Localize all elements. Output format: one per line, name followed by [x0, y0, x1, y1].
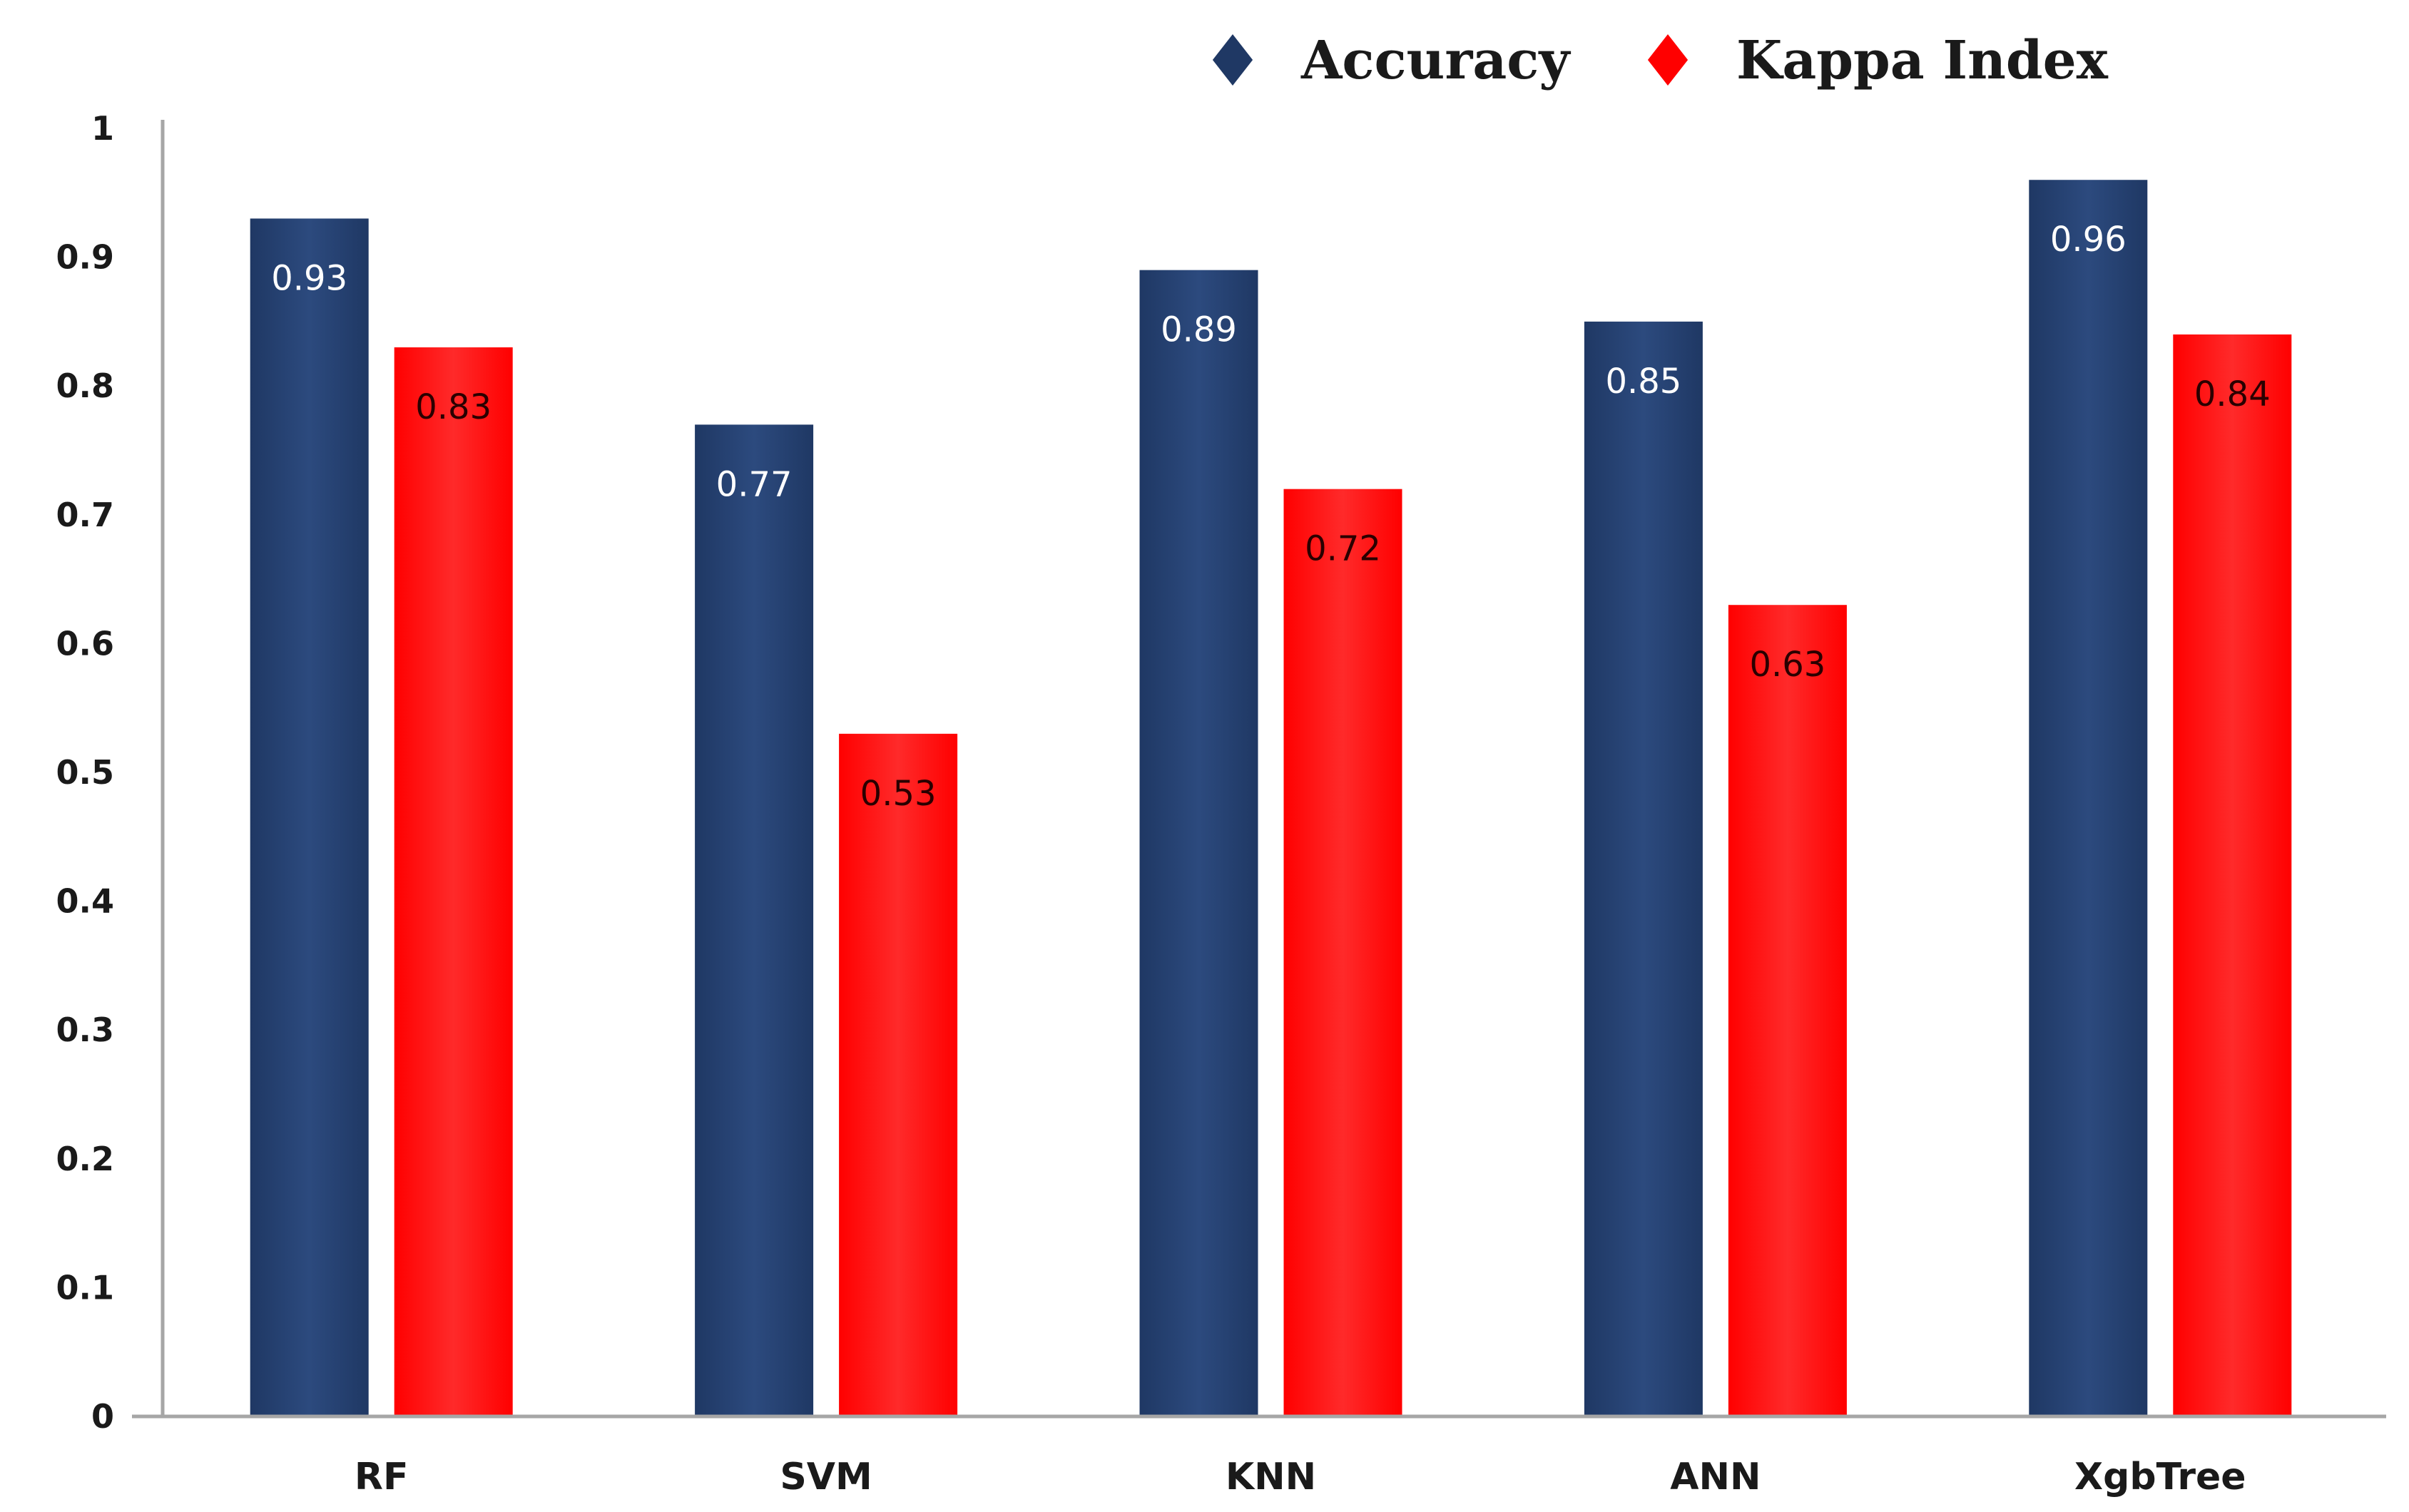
- y-axis-ticks: 0 0.1 0.2 0.3 0.4 0.5 0.6 0.7 0.8 0.9 1: [56, 109, 115, 1436]
- bar-kappa-index-rf: [394, 347, 513, 1416]
- data-label: 0.93: [271, 258, 347, 298]
- data-label: 0.84: [2194, 374, 2271, 414]
- legend-label: Accuracy: [1300, 30, 1571, 91]
- x-tick-label: KNN: [1226, 1456, 1316, 1498]
- bar-group: 0.93 0.83 0.77 0.53 0.89 0.72 0.85 0.63 0.96 0.84: [250, 180, 2292, 1417]
- data-label: 0.96: [2050, 220, 2127, 260]
- y-tick-label: 0.6: [56, 624, 115, 663]
- data-label: 0.77: [716, 464, 793, 504]
- data-label: 0.63: [1749, 645, 1825, 685]
- bar-accuracy-rf: [250, 218, 369, 1416]
- y-tick-label: 0.9: [56, 238, 115, 277]
- axes: [132, 120, 2386, 1419]
- legend-diamond-icon: [1647, 34, 1689, 86]
- data-label: 0.72: [1305, 529, 1381, 569]
- bar-kappa-index-xgbtree: [2173, 334, 2292, 1417]
- y-tick-label: 1: [91, 109, 114, 148]
- x-tick-label: XgbTree: [2074, 1456, 2246, 1498]
- legend-diamond-icon: [1212, 34, 1253, 86]
- bar-accuracy-knn: [1139, 270, 1258, 1416]
- bar-accuracy-svm: [695, 424, 814, 1416]
- bar-accuracy-xgbtree: [2029, 180, 2148, 1417]
- legend-label: Kappa Index: [1736, 30, 2109, 91]
- x-axis-labels: RF SVM KNN ANN XgbTree: [355, 1456, 2246, 1498]
- data-label: 0.83: [415, 387, 492, 427]
- data-label: 0.89: [1161, 310, 1237, 350]
- x-tick-label: ANN: [1670, 1456, 1761, 1498]
- y-tick-label: 0.8: [56, 367, 115, 405]
- y-tick-label: 0: [91, 1397, 114, 1436]
- y-tick-label: 0.3: [56, 1011, 115, 1049]
- legend: Accuracy Kappa Index: [1212, 30, 2109, 91]
- bar-kappa-index-knn: [1283, 489, 1402, 1417]
- y-tick-label: 0.1: [56, 1268, 115, 1307]
- bar-kappa-index-ann: [1728, 605, 1847, 1416]
- bar-kappa-index-svm: [839, 733, 958, 1416]
- data-label: 0.85: [1605, 362, 1681, 402]
- x-tick-label: RF: [355, 1456, 409, 1498]
- x-tick-label: SVM: [780, 1456, 872, 1498]
- y-tick-label: 0.5: [56, 753, 115, 792]
- bar-accuracy-ann: [1584, 321, 1703, 1416]
- y-tick-label: 0.2: [56, 1140, 115, 1178]
- y-tick-label: 0.7: [56, 496, 115, 534]
- y-tick-label: 0.4: [56, 882, 115, 921]
- data-label: 0.53: [860, 774, 937, 814]
